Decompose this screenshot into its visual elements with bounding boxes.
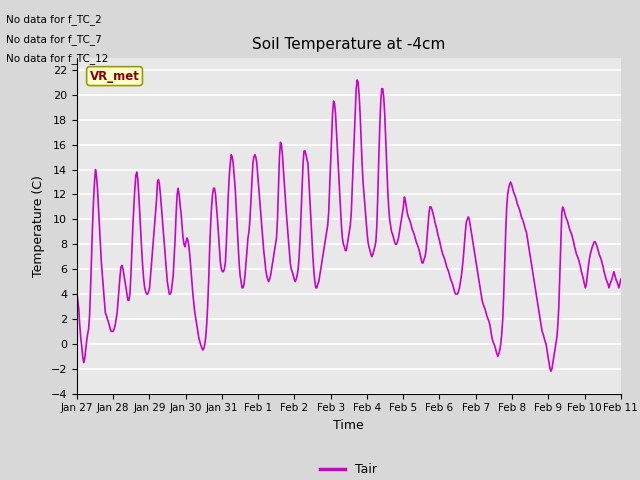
Text: No data for f_TC_2: No data for f_TC_2 xyxy=(6,14,102,25)
Text: No data for f_TC_7: No data for f_TC_7 xyxy=(6,34,102,45)
X-axis label: Time: Time xyxy=(333,419,364,432)
Title: Soil Temperature at -4cm: Soil Temperature at -4cm xyxy=(252,37,445,52)
Legend: Tair: Tair xyxy=(316,458,382,480)
Y-axis label: Temperature (C): Temperature (C) xyxy=(32,175,45,276)
Text: No data for f_TC_12: No data for f_TC_12 xyxy=(6,53,109,64)
Text: VR_met: VR_met xyxy=(90,70,140,83)
